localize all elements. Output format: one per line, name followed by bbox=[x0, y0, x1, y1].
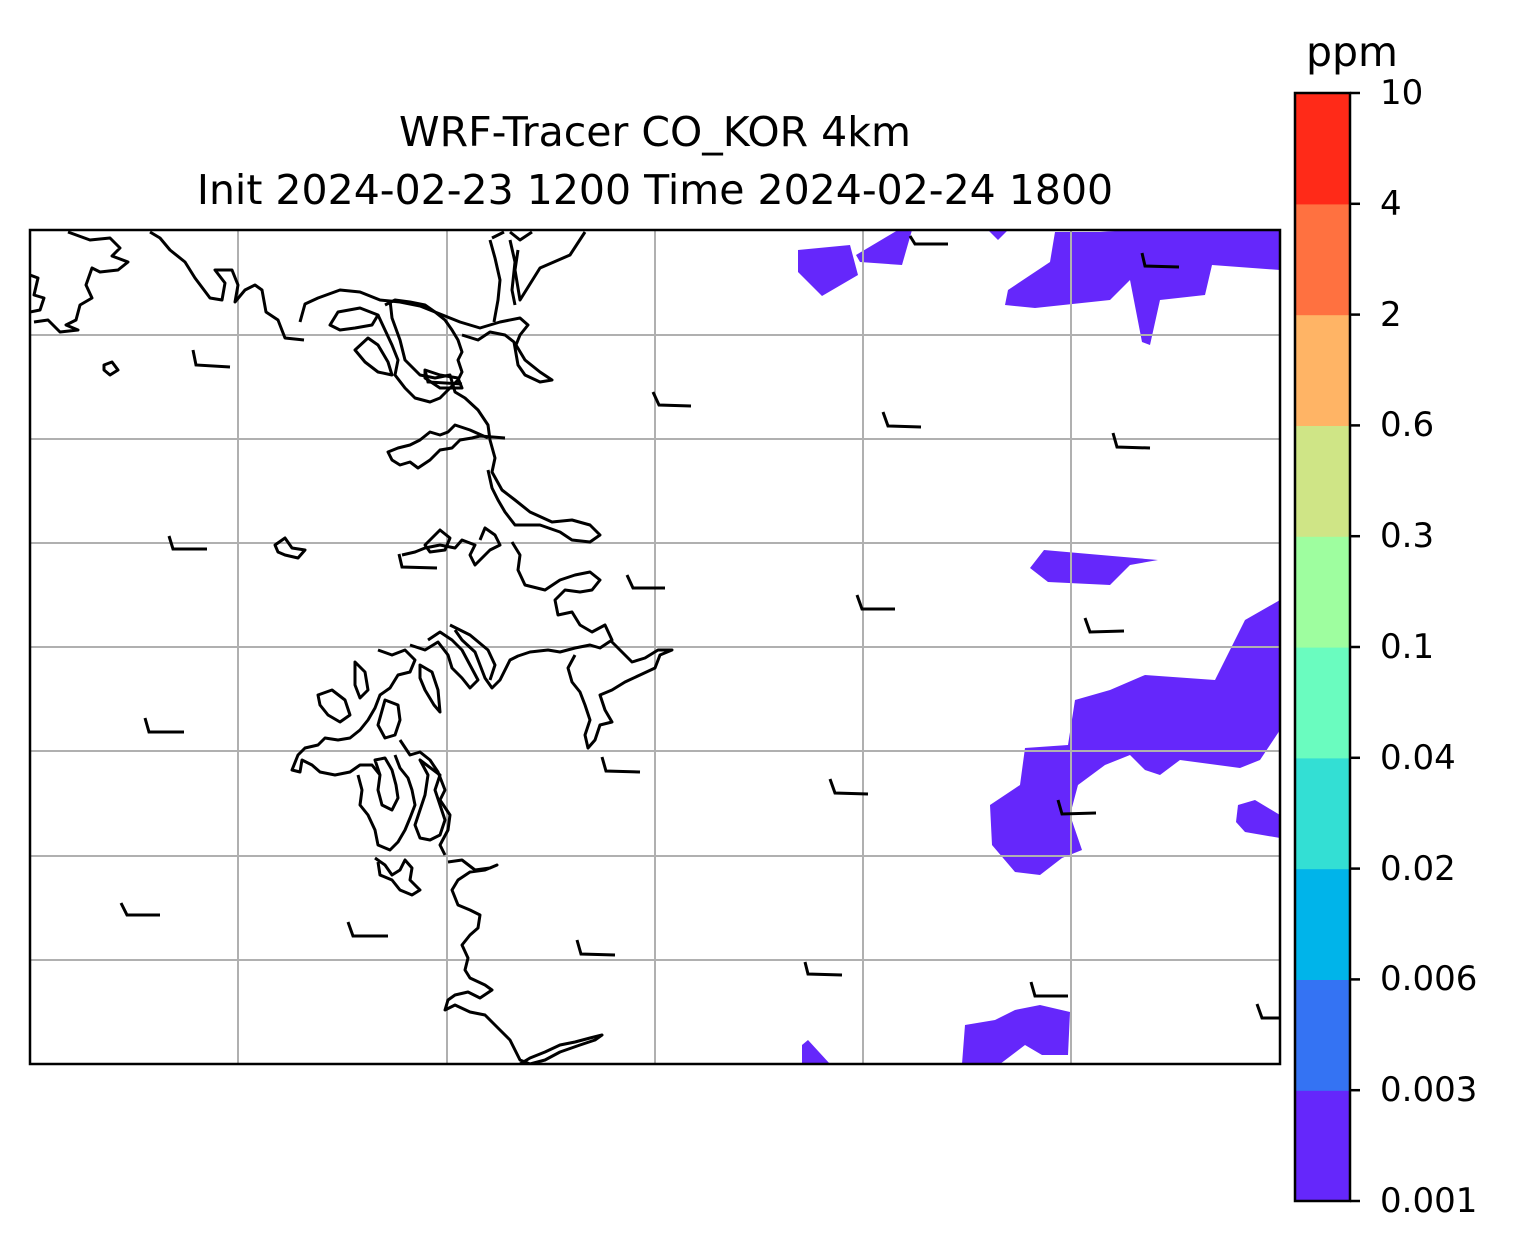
tracer-shading bbox=[798, 230, 1280, 1064]
wind-barb bbox=[651, 391, 692, 408]
wind-barb bbox=[143, 717, 184, 734]
tracer-shading-area bbox=[990, 600, 1280, 875]
wind-barb bbox=[1255, 1003, 1280, 1020]
colorbar-unit-label: ppm bbox=[1306, 28, 1398, 76]
wind-barb bbox=[625, 574, 665, 590]
wind-barb bbox=[1029, 981, 1068, 998]
colorbar-tick-label: 10 bbox=[1380, 73, 1424, 113]
wind-barb bbox=[1083, 617, 1125, 634]
coastline bbox=[566, 638, 674, 750]
coastlines bbox=[30, 230, 674, 1064]
map-title-line-1: WRF-Tracer CO_KOR 4km bbox=[399, 108, 911, 156]
tracer-shading-area bbox=[798, 245, 858, 296]
map-title-line-2: Init 2024-02-23 1200 Time 2024-02-24 180… bbox=[196, 166, 1114, 214]
colorbar-tick-label: 0.02 bbox=[1380, 848, 1456, 889]
tracer-shading-area bbox=[1005, 230, 1280, 345]
coastline bbox=[418, 663, 442, 714]
colorbar-tick-label: 0.04 bbox=[1380, 737, 1456, 778]
wind-barb bbox=[346, 921, 388, 938]
tracer-shading-area bbox=[962, 1005, 1070, 1064]
coastline bbox=[149, 230, 305, 342]
coastline bbox=[491, 230, 517, 306]
colorbar bbox=[1295, 93, 1350, 1202]
wind-barb bbox=[803, 961, 843, 977]
coastline bbox=[398, 739, 452, 856]
colorbar-segment bbox=[1295, 868, 1350, 980]
coastline bbox=[298, 288, 554, 384]
coastline bbox=[443, 858, 604, 1064]
wind-barb bbox=[575, 939, 616, 957]
wind-barb bbox=[167, 535, 207, 551]
colorbar-tick-label: 0.6 bbox=[1380, 405, 1435, 446]
tracer-shading-area bbox=[988, 230, 1008, 240]
coastline bbox=[33, 230, 130, 334]
tracer-shading-area bbox=[1236, 800, 1280, 838]
colorbar-segment bbox=[1295, 757, 1350, 870]
wind-barb bbox=[397, 553, 438, 570]
colorbar-segment bbox=[1295, 93, 1350, 205]
colorbar-tick-label: 4 bbox=[1380, 183, 1402, 224]
coastline bbox=[449, 623, 497, 681]
tracer-shading-area bbox=[856, 230, 912, 265]
coastline bbox=[423, 528, 452, 554]
wind-barb bbox=[119, 902, 160, 917]
coastline bbox=[353, 336, 394, 377]
coastline bbox=[409, 630, 480, 690]
colorbar-segment bbox=[1295, 1090, 1350, 1202]
colorbar-segment bbox=[1295, 203, 1350, 316]
coastline bbox=[423, 368, 464, 390]
colorbar-tick-label: 0.003 bbox=[1380, 1070, 1478, 1111]
coastline bbox=[376, 698, 402, 740]
colorbar-segment bbox=[1295, 647, 1350, 759]
coastline bbox=[290, 648, 417, 777]
wind-barb bbox=[855, 594, 895, 611]
wind-barb bbox=[191, 349, 231, 369]
colorbar-tick-label: 0.001 bbox=[1380, 1181, 1478, 1221]
wind-barb bbox=[881, 411, 922, 429]
colorbar-tick-label: 0.006 bbox=[1380, 959, 1478, 1000]
coastline bbox=[413, 758, 447, 842]
coastline bbox=[373, 756, 400, 812]
colorbar-tick-label: 0.3 bbox=[1380, 516, 1435, 557]
coastline bbox=[386, 423, 506, 470]
coastline bbox=[30, 273, 46, 314]
wind-barb bbox=[423, 369, 463, 386]
tracer-shading-area bbox=[1030, 550, 1158, 585]
coastline bbox=[356, 754, 417, 852]
tracer-shading-area bbox=[802, 1040, 830, 1064]
colorbar-tick-label: 0.1 bbox=[1380, 627, 1435, 667]
wind-barb bbox=[908, 235, 948, 246]
colorbar-tick-label: 2 bbox=[1380, 294, 1402, 335]
wind-barb bbox=[828, 778, 869, 796]
coastline bbox=[374, 856, 422, 897]
coastline bbox=[102, 360, 120, 377]
map-gridlines bbox=[30, 230, 1280, 1064]
map-frame bbox=[28, 228, 1282, 1066]
colorbar-segment bbox=[1295, 425, 1350, 537]
colorbar-segment bbox=[1295, 536, 1350, 648]
coastline bbox=[376, 298, 464, 404]
coastline bbox=[273, 536, 307, 560]
colorbar-segment bbox=[1295, 979, 1350, 1091]
wind-barb bbox=[1140, 252, 1180, 269]
coastline bbox=[353, 660, 370, 700]
colorbar-ticks bbox=[1350, 91, 1360, 1203]
coastline bbox=[328, 306, 380, 332]
wind-barb bbox=[1111, 432, 1151, 450]
coastline bbox=[388, 299, 602, 544]
wind-barb bbox=[600, 756, 641, 774]
wind-barb bbox=[1056, 799, 1097, 816]
coastline bbox=[316, 688, 352, 724]
coastline bbox=[401, 526, 502, 567]
coastline bbox=[453, 541, 614, 690]
colorbar-segment bbox=[1295, 314, 1350, 426]
wind-barbs bbox=[119, 235, 1280, 1020]
